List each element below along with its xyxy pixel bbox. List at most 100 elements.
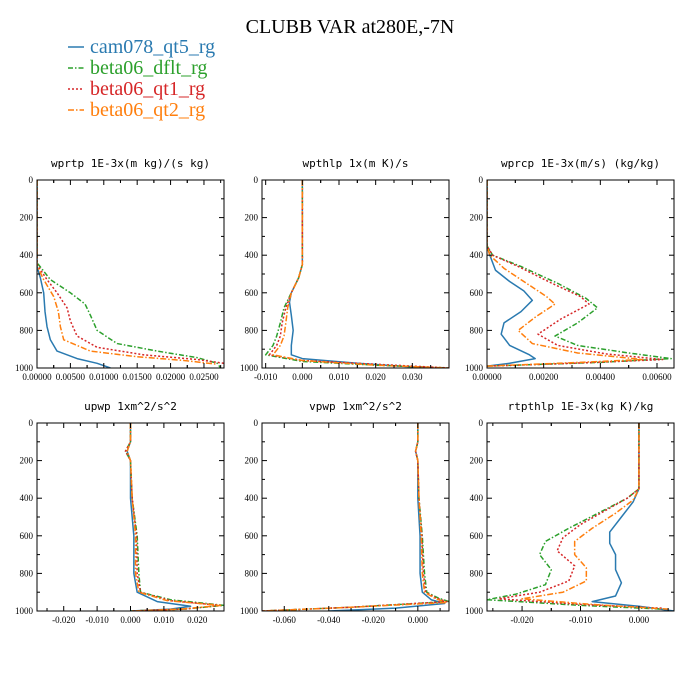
y-tick-label: 600 (245, 288, 259, 298)
series-group (264, 180, 449, 368)
y-tick-label: 800 (245, 325, 259, 335)
x-tick-label: -0.020 (510, 615, 534, 625)
y-tick-label: 200 (20, 456, 34, 466)
x-tick-label: 0.01000 (89, 372, 119, 382)
series-line-beta06_qt1_rg (262, 423, 448, 611)
legend-label: cam078_qt5_rg (90, 36, 215, 58)
series-line-beta06_qt1_rg (268, 180, 449, 368)
plot-frame (261, 179, 450, 369)
plot-frame (486, 179, 675, 369)
x-tick-label: 0.000 (120, 615, 141, 625)
y-tick-label: 400 (20, 250, 34, 260)
x-tick-label: 0.02000 (156, 372, 186, 382)
series-line-cam078_qt5_rg (487, 180, 536, 367)
series-group (37, 180, 224, 368)
x-tick-label: 0.000 (629, 615, 650, 625)
y-tick-label: 1000 (15, 363, 34, 373)
y-tick-label: 800 (245, 568, 259, 578)
x-tick-label: -0.020 (362, 615, 386, 625)
panel-title: rtpthlp 1E-3x(kg K)/kg (508, 400, 654, 413)
series-line-cam078_qt5_rg (328, 423, 446, 611)
x-tick-label: 0.00600 (642, 372, 672, 382)
y-tick-label: 0 (29, 418, 34, 428)
series-line-beta06_qt2_rg (272, 180, 449, 368)
y-tick-label: 200 (470, 213, 484, 223)
y-tick-label: 600 (20, 531, 34, 541)
series-line-beta06_qt1_rg (497, 423, 663, 609)
series-line-beta06_qt2_rg (262, 423, 448, 611)
y-tick-label: 600 (20, 288, 34, 298)
y-tick-label: 0 (254, 418, 259, 428)
y-tick-label: 1000 (465, 606, 484, 616)
x-tick-label: 0.010 (154, 615, 175, 625)
x-tick-label: 0.020 (366, 372, 387, 382)
y-tick-label: 400 (470, 250, 484, 260)
figure-title: CLUBB VAR at280E,-7N (246, 16, 455, 38)
y-tick-label: 1000 (465, 363, 484, 373)
panel-5: vpwp 1xm^2/s^2 0 200 400 600 800 1000 -0.060 -0.… (240, 400, 450, 625)
y-tick-label: 400 (245, 250, 259, 260)
legend-entry: beta06_qt2_rg (68, 99, 205, 121)
panel-title: wprcp 1E-3x(m/s) (kg/kg) (501, 157, 660, 170)
series-line-beta06_qt2_rg (487, 180, 644, 367)
series-group (124, 423, 224, 611)
series-line-beta06_dflt_rg (487, 423, 663, 610)
panel-title: upwp 1xm^2/s^2 (84, 400, 177, 413)
x-tick-label: 0.02500 (189, 372, 219, 382)
x-tick-label: 0.00500 (56, 372, 86, 382)
panels-grid: wprtp 1E-3x(m kg)/(s kg) 0 200 400 600 800 100… (15, 157, 675, 625)
panel-6: rtpthlp 1E-3x(kg K)/kg 0 200 400 600 800 1000 -… (465, 400, 675, 625)
panel-2: wpthlp 1x(m K)/s 0 200 400 600 800 1000-0.010 0… (240, 157, 450, 382)
legend-label: beta06_dflt_rg (90, 57, 207, 79)
legend-entry: beta06_dflt_rg (68, 57, 207, 79)
series-line-beta06_qt1_rg (37, 180, 224, 365)
y-tick-label: 800 (20, 568, 34, 578)
y-tick-label: 600 (245, 531, 259, 541)
x-tick-label: 0.010 (329, 372, 350, 382)
y-tick-label: 0 (479, 418, 484, 428)
series-line-beta06_qt2_rg (37, 180, 218, 365)
series-group (487, 180, 672, 367)
series-line-beta06_qt1_rg (487, 180, 664, 367)
y-tick-label: 1000 (15, 606, 34, 616)
y-tick-label: 600 (470, 288, 484, 298)
series-line-beta06_qt1_rg (124, 423, 222, 611)
legend-label: beta06_qt2_rg (90, 99, 205, 121)
x-tick-label: -0.020 (52, 615, 76, 625)
series-line-beta06_qt2_rg (521, 423, 669, 610)
y-tick-label: 200 (470, 456, 484, 466)
panel-title: wpthlp 1x(m K)/s (303, 157, 409, 170)
series-line-beta06_dflt_rg (124, 423, 224, 611)
y-tick-label: 0 (254, 175, 259, 185)
y-tick-label: 200 (20, 213, 34, 223)
series-line-beta06_dflt_rg (264, 180, 449, 368)
x-tick-label: 0.00400 (586, 372, 616, 382)
y-tick-label: 200 (245, 213, 259, 223)
series-line-cam078_qt5_rg (591, 423, 674, 611)
y-tick-label: 1000 (240, 606, 259, 616)
panel-3: wprcp 1E-3x(m/s) (kg/kg) 0 200 400 600 800 100… (465, 157, 675, 382)
x-tick-label: 0.00000 (472, 372, 502, 382)
series-line-beta06_qt2_rg (126, 423, 222, 611)
series-group (487, 423, 674, 611)
y-tick-label: 800 (470, 568, 484, 578)
legend-label: beta06_qt1_rg (90, 78, 205, 100)
y-tick-label: 400 (245, 493, 259, 503)
y-tick-label: 200 (245, 456, 259, 466)
y-tick-label: 800 (470, 325, 484, 335)
legend: cam078_qt5_rgbeta06_dflt_rgbeta06_qt1_rg… (68, 36, 215, 121)
panel-1: wprtp 1E-3x(m kg)/(s kg) 0 200 400 600 800 100… (15, 157, 225, 382)
x-tick-label: -0.010 (85, 615, 109, 625)
x-tick-label: -0.010 (569, 615, 593, 625)
y-tick-label: 400 (470, 493, 484, 503)
x-tick-label: -0.040 (317, 615, 341, 625)
y-tick-label: 0 (29, 175, 34, 185)
y-tick-label: 800 (20, 325, 34, 335)
series-group (262, 423, 449, 611)
x-tick-label: 0.020 (187, 615, 208, 625)
x-tick-label: 0.00200 (529, 372, 559, 382)
legend-entry: beta06_qt1_rg (68, 78, 205, 100)
x-tick-label: 0.030 (402, 372, 423, 382)
x-tick-label: 0.000 (292, 372, 313, 382)
plot-frame (36, 422, 225, 612)
